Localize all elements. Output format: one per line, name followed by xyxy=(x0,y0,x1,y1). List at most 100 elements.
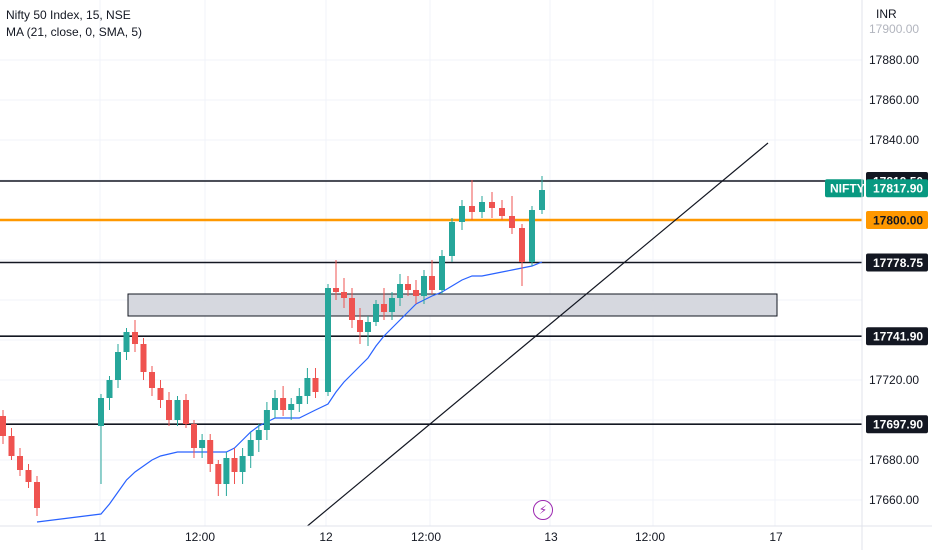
price-tick: 17660.00 xyxy=(869,493,919,507)
candle-body xyxy=(140,344,147,372)
level-label-bg xyxy=(866,415,928,434)
moving-average-line xyxy=(36,261,543,523)
level-label-bg xyxy=(866,211,928,229)
time-axis-bg xyxy=(0,526,932,550)
candle-body xyxy=(207,440,214,464)
time-tick: 17 xyxy=(769,530,783,544)
candle-body xyxy=(106,380,113,398)
candle-body xyxy=(439,256,445,290)
currency-label: INR xyxy=(876,7,897,21)
level-label: 17697.90 xyxy=(873,418,923,432)
candle-body xyxy=(519,228,525,262)
chart-legend: Nifty 50 Index, 15, NSE MA (21, close, 0… xyxy=(6,7,142,41)
zone-rect xyxy=(127,293,778,317)
trendline-segment xyxy=(292,142,769,539)
candle-body xyxy=(529,210,535,262)
candle-body xyxy=(263,410,270,430)
candle-body xyxy=(247,440,254,456)
price-tick: 17720.00 xyxy=(869,373,919,387)
candle-body xyxy=(98,398,104,426)
level-label: 17741.90 xyxy=(873,330,923,344)
candle-body xyxy=(199,440,206,448)
candle-body xyxy=(365,322,371,332)
candle-body xyxy=(539,190,545,210)
candle-body xyxy=(255,430,262,440)
price-axis[interactable]: INR 17880.00 17860.00 17840.00 17720.00 17680… xyxy=(825,0,932,550)
candle-body xyxy=(280,398,287,410)
candle-body xyxy=(405,284,411,290)
time-tick: 12:00 xyxy=(635,530,665,544)
candle-body xyxy=(25,470,32,482)
candles xyxy=(0,176,545,516)
candle-body xyxy=(479,202,485,212)
symbol-tag-bg xyxy=(825,179,864,198)
candle-body xyxy=(115,352,121,380)
candle-body xyxy=(389,298,395,312)
price-tick: 17880.00 xyxy=(869,53,919,67)
candle-body xyxy=(357,320,363,332)
last-price-bg xyxy=(866,179,928,198)
candle-body xyxy=(34,482,40,508)
level-label-bg xyxy=(866,253,928,272)
candle-body xyxy=(166,400,172,420)
time-tick: 12:00 xyxy=(185,530,215,544)
level-label-bg xyxy=(866,327,928,346)
time-tick: 12:00 xyxy=(411,530,441,544)
candle-body xyxy=(174,400,181,420)
time-tick: 13 xyxy=(544,530,558,544)
candle-body xyxy=(304,378,311,396)
candle-body xyxy=(149,372,155,388)
candle-body xyxy=(17,456,23,470)
candle-body xyxy=(413,290,419,296)
chart-title: Nifty 50 Index, 15, NSE xyxy=(6,8,131,22)
candle-body xyxy=(312,378,319,392)
candle-body xyxy=(223,458,230,484)
indicator-label: MA (21, close, 0, SMA, 5) xyxy=(6,25,143,39)
trendline xyxy=(292,142,769,539)
candle-body xyxy=(509,216,515,228)
symbol-tag: NIFTY xyxy=(830,182,865,196)
candle-body xyxy=(239,456,246,472)
level-label: 17778.75 xyxy=(873,256,923,270)
price-tick: 17840.00 xyxy=(869,133,919,147)
candle-body xyxy=(449,222,455,256)
candle-body xyxy=(499,208,505,216)
candle-body xyxy=(288,404,295,410)
candle-body xyxy=(469,206,475,212)
candle-body xyxy=(489,202,495,208)
candle-body xyxy=(272,398,278,410)
support-zone xyxy=(127,293,778,317)
candle-body xyxy=(349,298,355,320)
price-tick-faded: 17900.00 xyxy=(869,22,919,36)
candle-body xyxy=(215,464,222,484)
time-tick: 11 xyxy=(94,530,107,544)
last-price-label: 17817.90 xyxy=(873,182,923,196)
candle-body xyxy=(429,276,435,290)
candle-body xyxy=(296,396,303,404)
candle-body xyxy=(132,332,138,344)
candle-body xyxy=(341,292,347,298)
price-tick: 17860.00 xyxy=(869,93,919,107)
candle-body xyxy=(231,458,238,472)
price-axis-bg xyxy=(862,0,932,550)
candle-body xyxy=(397,284,403,298)
candle-body xyxy=(459,206,465,222)
candle-body xyxy=(191,424,197,448)
candle-body xyxy=(157,388,164,400)
time-tick: 12 xyxy=(319,530,333,544)
candle-body xyxy=(123,332,130,352)
candle-body xyxy=(333,288,339,292)
lightning-bolt-icon[interactable]: ⚡ xyxy=(533,500,553,520)
candle-body xyxy=(421,276,427,296)
candle-body xyxy=(0,416,6,436)
price-tick: 17680.00 xyxy=(869,453,919,467)
candle-body xyxy=(373,304,379,322)
candle-body xyxy=(8,436,15,456)
candle-body xyxy=(183,400,189,424)
level-label: 17800.00 xyxy=(873,214,923,228)
candle-body xyxy=(381,304,387,312)
candle-body xyxy=(325,288,331,392)
horizontal-levels xyxy=(0,180,862,426)
